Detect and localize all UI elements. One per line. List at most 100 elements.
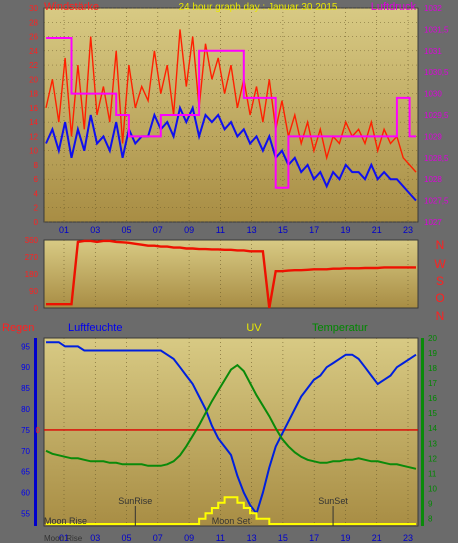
y-tick-pressure: 1027	[424, 218, 442, 227]
y-tick-temperature: 14	[428, 424, 437, 433]
x-tick-bottom: 13	[247, 533, 257, 543]
x-tick-top: 15	[278, 225, 288, 235]
chart-title: 24 hour graph day : Januar 30 2015	[178, 2, 337, 13]
y-tick-pressure: 1030,5	[424, 68, 449, 77]
y-tick-wind: 30	[29, 4, 38, 13]
y-tick-humidity: 65	[21, 468, 30, 477]
wind-gust-line	[45, 29, 417, 173]
humidity-label: Luftfeuchte	[68, 322, 122, 334]
y-tick-humidity: 75	[21, 426, 30, 435]
y-tick-wind: 0	[34, 218, 39, 227]
x-tick-bottom: 11	[216, 533, 225, 543]
x-tick-bottom: 17	[309, 533, 319, 543]
humidity-axis	[34, 338, 37, 526]
x-tick-bottom: 07	[153, 533, 163, 543]
y-tick-direction: 270	[25, 253, 39, 262]
y-tick-humidity: 70	[21, 447, 30, 456]
y-tick-temperature: 11	[428, 469, 437, 478]
compass-letter: S	[436, 274, 444, 288]
y-tick-wind: 2	[34, 204, 39, 213]
y-tick-wind: 4	[34, 189, 39, 198]
x-tick-top: 05	[122, 225, 132, 235]
rain-zero-tick: 0	[36, 426, 41, 435]
x-tick-top: 13	[247, 225, 257, 235]
y-tick-direction: 180	[25, 270, 39, 279]
pressure-line	[46, 37, 416, 189]
y-tick-wind: 20	[29, 75, 38, 84]
direction-line	[46, 239, 416, 309]
y-tick-pressure: 1030	[424, 90, 442, 99]
y-tick-temperature: 20	[428, 334, 437, 343]
compass-letter: W	[434, 257, 446, 271]
x-tick-top: 23	[403, 225, 413, 235]
y-tick-humidity: 55	[21, 509, 30, 518]
temperature-axis	[421, 338, 424, 526]
x-tick-bottom: 15	[278, 533, 288, 543]
y-tick-temperature: 17	[428, 379, 437, 388]
y-tick-wind: 6	[34, 175, 39, 184]
y-tick-humidity: 60	[21, 489, 30, 498]
y-tick-wind: 18	[29, 90, 38, 99]
y-tick-humidity: 95	[21, 342, 30, 351]
x-tick-bottom: 23	[403, 533, 413, 543]
rain-label: Regen	[2, 322, 34, 334]
y-tick-wind: 14	[29, 118, 38, 127]
y-tick-temperature: 8	[428, 514, 433, 523]
y-tick-humidity: 90	[21, 363, 30, 372]
direction-panel	[43, 239, 419, 309]
pressure-label: Luftdruck	[371, 1, 417, 13]
y-tick-pressure: 1031,5	[424, 25, 449, 34]
x-tick-top: 11	[216, 225, 225, 235]
y-tick-wind: 28	[29, 18, 38, 27]
y-tick-pressure: 1032	[424, 4, 442, 13]
x-tick-bottom: 05	[122, 533, 132, 543]
wind-avg-line	[45, 104, 417, 202]
y-tick-temperature: 18	[428, 364, 437, 373]
sunset-label: SunSet	[318, 496, 348, 506]
y-tick-wind: 22	[29, 61, 38, 70]
humidity-line	[46, 341, 417, 516]
temperature-label: Temperatur	[312, 322, 368, 334]
x-tick-top: 01	[59, 225, 69, 235]
y-tick-wind: 24	[29, 47, 38, 56]
y-tick-temperature: 10	[428, 484, 437, 493]
y-tick-wind: 12	[29, 132, 38, 141]
moonrise-axis-label: Moon Rise	[44, 534, 83, 543]
wind-label: Windstärke	[44, 1, 99, 13]
y-tick-wind: 16	[29, 104, 38, 113]
x-tick-top: 17	[309, 225, 319, 235]
y-tick-pressure: 1028	[424, 175, 442, 184]
y-tick-direction: 0	[34, 304, 39, 313]
y-tick-wind: 10	[29, 147, 38, 156]
x-tick-top: 09	[184, 225, 194, 235]
y-tick-temperature: 9	[428, 499, 433, 508]
x-tick-top: 07	[153, 225, 163, 235]
x-tick-top: 19	[340, 225, 350, 235]
x-tick-top: 21	[372, 225, 382, 235]
y-tick-direction: 360	[25, 236, 39, 245]
x-tick-bottom: 21	[372, 533, 382, 543]
y-tick-humidity: 85	[21, 384, 30, 393]
y-tick-direction: 90	[29, 287, 38, 296]
temperature-line	[45, 363, 417, 470]
y-tick-temperature: 19	[428, 349, 437, 358]
y-tick-pressure: 1031	[424, 47, 442, 56]
x-tick-top: 03	[90, 225, 100, 235]
y-tick-temperature: 13	[428, 439, 437, 448]
y-tick-humidity: 80	[21, 405, 30, 414]
wind-panel	[43, 7, 419, 223]
compass-letter: N	[436, 238, 445, 252]
uv-line	[46, 496, 416, 525]
y-tick-pressure: 1027,5	[424, 197, 449, 206]
y-tick-wind: 8	[34, 161, 39, 170]
compass-letter: O	[435, 291, 444, 305]
y-tick-temperature: 12	[428, 454, 437, 463]
x-tick-bottom: 19	[340, 533, 350, 543]
y-tick-temperature: 15	[428, 409, 437, 418]
y-tick-wind: 26	[29, 33, 38, 42]
sunrise-label: SunRise	[118, 496, 152, 506]
y-tick-temperature: 16	[428, 394, 437, 403]
x-tick-bottom: 01	[59, 533, 69, 543]
